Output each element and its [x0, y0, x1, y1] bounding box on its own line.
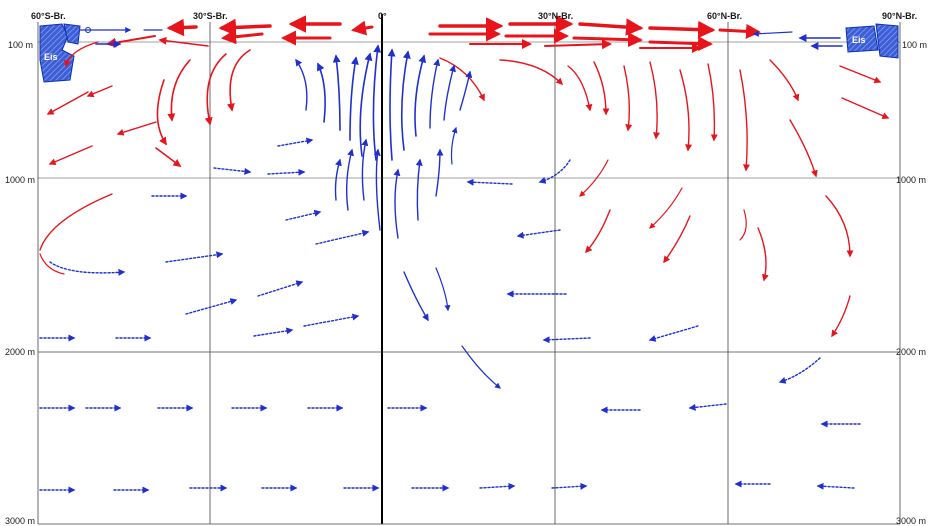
ice-south	[39, 23, 91, 83]
depth-label-1000m-right: 1000 m	[896, 175, 927, 185]
surface-south-flow	[166, 18, 198, 37]
depth-label-100m-left: 100 m	[8, 40, 34, 50]
depth-label-3000m-right: 3000 m	[896, 516, 927, 526]
depth-label-2000m-left: 2000 m	[5, 347, 36, 357]
ice-label-north: Eis	[852, 35, 866, 45]
ice-label-south: Eis	[44, 52, 58, 62]
latitude-label-equator: 0°	[378, 11, 387, 21]
cold-currents	[39, 27, 861, 494]
depth-label-1000m-left: 1000 m	[5, 175, 36, 185]
warm-currents	[39, 15, 890, 338]
latitude-label-90n: 90°N-Br.	[882, 11, 918, 21]
grid-lines	[37, 14, 901, 525]
ice-north	[845, 23, 899, 59]
equatorial-upwelling	[372, 44, 382, 161]
depth-label-2000m-right: 2000 m	[896, 347, 927, 357]
latitude-label-60s: 60°S-Br.	[31, 11, 66, 21]
depth-label-100m-right: 100 m	[902, 40, 928, 50]
latitude-label-60n: 60°N-Br.	[707, 11, 743, 21]
deep-flow-south-1	[277, 137, 314, 147]
latitude-label-30s: 30°S-Br.	[193, 11, 228, 21]
deep-flow-north-1	[466, 178, 513, 186]
depth-label-3000m-left: 3000 m	[5, 516, 36, 526]
latitude-label-30n: 30°N-Br.	[538, 11, 574, 21]
